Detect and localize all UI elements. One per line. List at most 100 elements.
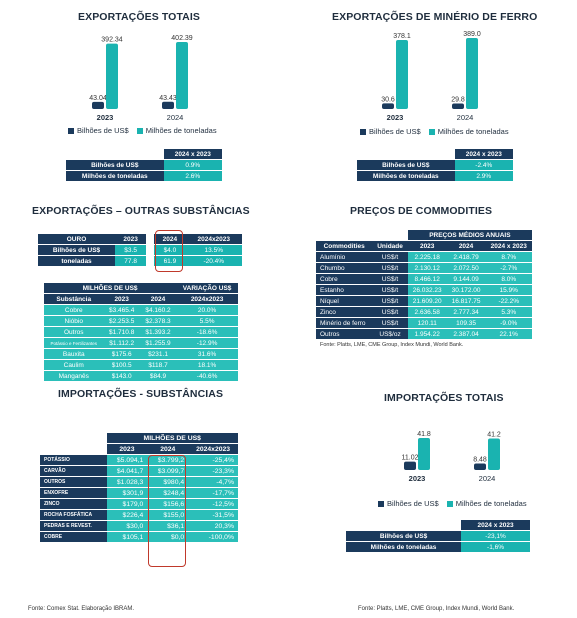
precos-note: Fonte: Platts, LME, CME Group, Index Mun… xyxy=(320,342,464,348)
table-row: Cobre $3.465.4 $4.160.2 20.0% xyxy=(44,305,238,315)
row-label: Bilhões de US$ xyxy=(346,531,462,541)
legend-label-usd: Bilhões de US$ xyxy=(369,127,421,136)
legend-label-ton: Milhões de toneladas xyxy=(455,499,527,508)
cell-unidade: US$/t xyxy=(372,252,408,262)
cell-commodity: Alumínio xyxy=(316,252,373,262)
var-table-imp-totais: 2024 x 2023 Bilhões de US$ -23,1% Milhões… xyxy=(346,519,530,553)
cell-2024: $1.393.2 xyxy=(139,327,177,337)
category-label-2023: 2023 xyxy=(409,474,426,483)
cell-2024: $0,0 xyxy=(147,532,189,542)
cell-var: 8.7% xyxy=(485,252,532,262)
cell-substancia: Cobre xyxy=(44,305,104,315)
bar-2024-ton xyxy=(466,38,478,109)
cell-var: -40.6% xyxy=(176,371,238,381)
cell-2023: 2.130.12 xyxy=(407,263,447,273)
var-table-exp-minerio: 2024 x 2023 Bilhões de US$ -2.4% Milhões … xyxy=(357,148,513,182)
cell-2023: 21.609.20 xyxy=(407,296,447,306)
title-imp-subst: IMPORTAÇÕES - SUBSTÂNCIAS xyxy=(58,388,224,400)
cell-var: 18.1% xyxy=(176,360,238,370)
outras-group-header: VARIAÇÃO US$ xyxy=(176,283,238,293)
cell-2024: $155,0 xyxy=(147,510,189,520)
legend-swatch-ton xyxy=(136,127,143,134)
cell-commodity: Zinco xyxy=(316,307,373,317)
var-header: 2024 x 2023 xyxy=(163,149,222,159)
cell-var: -100,0% xyxy=(188,532,238,542)
bar-2024-ton xyxy=(176,42,188,109)
cell-substancia: Bauxita xyxy=(44,349,104,359)
cell-2023: $3.465.4 xyxy=(103,305,140,315)
bar-2024-usd xyxy=(162,101,174,109)
data-label-2023-usd: 43.04 xyxy=(89,95,107,102)
table-row: Alumínio US$/t 2.225.18 2.418.79 8.7% xyxy=(316,252,532,262)
cell-2024: $36,1 xyxy=(147,521,189,531)
table-row: Potássio e Fertilizantes $1.112.2 $1.255.9… xyxy=(44,338,238,348)
cell-var: 5.5% xyxy=(176,316,238,326)
ouro-header-var: 2024x2023 xyxy=(185,234,242,244)
imp-header: 2024x2023 xyxy=(188,444,238,454)
bar-2023-ton xyxy=(396,39,408,110)
cell-unidade: US$/oz xyxy=(372,329,408,339)
cell-2023: $175.6 xyxy=(103,349,140,359)
table-row: Caulim $100.5 $118.7 18.1% xyxy=(44,360,238,370)
bar-2023-usd xyxy=(382,103,394,109)
highlight-box-imp-2024 xyxy=(148,455,186,567)
cell-var: -17,7% xyxy=(188,488,238,498)
ouro-header-label: OURO xyxy=(38,234,115,244)
row-label: Milhões de toneladas xyxy=(66,171,164,181)
cell-2024: 16.817.75 xyxy=(446,296,486,306)
row-value: -23,1% xyxy=(461,531,530,541)
cell-commodity: Outros xyxy=(316,329,373,339)
cell-2023: $1.028,3 xyxy=(106,477,148,487)
var-table-exp-totais: 2024 x 2023 Bilhões de US$ 0.9% Milhões d… xyxy=(66,148,222,182)
cell-2024: $3.099,7 xyxy=(147,466,189,476)
outras-header: Substância xyxy=(44,294,104,304)
cell-2024: $2.378.3 xyxy=(139,316,177,326)
data-label-2024-ton: 41.2 xyxy=(487,431,501,438)
category-label-2023: 2023 xyxy=(97,113,114,122)
table-row: Milhões de toneladas -1,6% xyxy=(346,542,530,552)
precos-header: Commodities xyxy=(316,241,373,251)
cell-substancia: POTÁSSIO xyxy=(40,455,107,465)
cell: 77.8 xyxy=(115,256,147,266)
cell-substancia: COBRE xyxy=(40,532,107,542)
bar-2024-ton xyxy=(488,438,500,470)
cell-2024: 2.072.50 xyxy=(446,263,486,273)
title-exp-outras: EXPORTAÇÕES – OUTRAS SUBSTÂNCIAS xyxy=(32,205,250,217)
var-header: 2024 x 2023 xyxy=(454,149,513,159)
cell-2023: $5.094,1 xyxy=(106,455,148,465)
precos-header: Unidade xyxy=(372,241,408,251)
table-row: toneladas 77.8 61.9 -20.4% xyxy=(38,256,242,266)
cell-2024: 2.777.34 xyxy=(446,307,486,317)
cell-substancia: ENXOFRE xyxy=(40,488,107,498)
category-label-2024: 2024 xyxy=(167,113,184,122)
data-label-2024-usd: 29.8 xyxy=(451,97,465,104)
cell-var: 20.0% xyxy=(176,305,238,315)
chart-exp-totais: 43.04 392.34 2023 43.43 402.39 2024 xyxy=(70,30,210,125)
outras-header: 2024x2023 xyxy=(176,294,238,304)
cell-2024: 30.172.00 xyxy=(446,285,486,295)
cell-2024: $84.9 xyxy=(139,371,177,381)
data-label-2023-ton: 378.1 xyxy=(393,33,411,40)
table-row: OUTROS $1.028,3 $980,4 -4,7% xyxy=(40,477,238,487)
cell-2024: $980,4 xyxy=(147,477,189,487)
table-row: Estanho US$/t 26.032.23 30.172.00 15.9% xyxy=(316,285,532,295)
cell-var: -4,7% xyxy=(188,477,238,487)
chart-imp-totais: 11.02 41.8 2023 8.48 41.2 2024 xyxy=(382,426,522,486)
precos-header: 2024 x 2023 xyxy=(485,241,532,251)
cell-2024: 109.35 xyxy=(446,318,486,328)
precos-group-header: PREÇOS MÉDIOS ANUAIS xyxy=(407,230,532,240)
data-label-2024-usd: 43.43 xyxy=(159,95,177,102)
bar-chart-svg: 43.04 392.34 2023 43.43 402.39 2024 xyxy=(89,35,193,122)
cell-substancia: CARVÃO xyxy=(40,466,107,476)
cell-var: -18.6% xyxy=(176,327,238,337)
table-row: Cobre US$/t 8.466.12 9.144.09 8.0% xyxy=(316,274,532,284)
precos-header: 2023 xyxy=(407,241,447,251)
table-row: Milhões de toneladas 2.9% xyxy=(357,171,513,181)
cell-commodity: Estanho xyxy=(316,285,373,295)
cell-2023: $4.041,7 xyxy=(106,466,148,476)
table-row: Bilhões de US$ -2.4% xyxy=(357,160,513,170)
data-label-2024-ton: 402.39 xyxy=(171,35,193,42)
chart-exp-minerio: 30.6 378.1 2023 29.8 389.0 2024 xyxy=(360,26,500,125)
legend-label-usd: Bilhões de US$ xyxy=(387,499,439,508)
row-value: 2.9% xyxy=(454,171,513,181)
